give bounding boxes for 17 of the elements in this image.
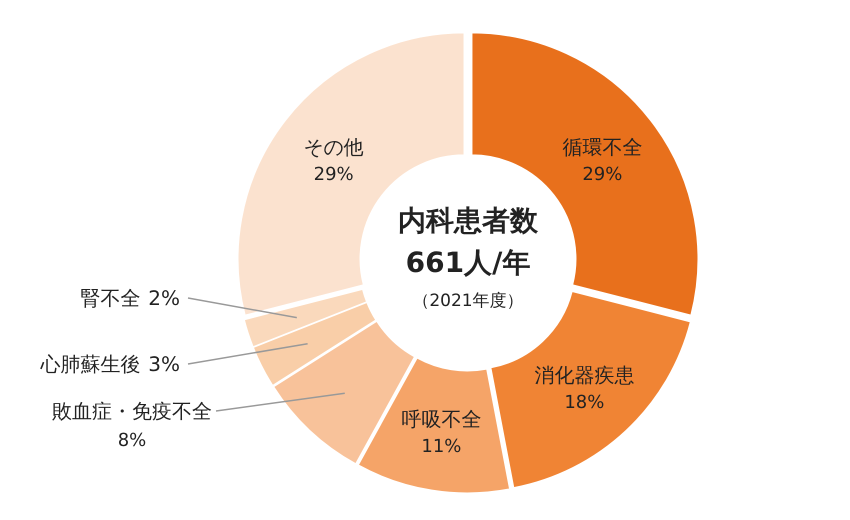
data-label: 3%	[148, 352, 180, 376]
slice-label: 消化器疾患	[534, 362, 634, 387]
text: 661人/年	[406, 246, 530, 279]
slice-label: 循環不全	[562, 134, 642, 159]
text: 内科患者数	[398, 204, 539, 237]
slice-label: その他	[304, 134, 364, 159]
text: （2021年度）	[412, 291, 524, 311]
data-label: 11%	[421, 436, 462, 457]
slice-label: 敗血症・免疫不全	[52, 399, 212, 423]
slice-label: 腎不全	[80, 286, 140, 310]
slice-label: 心肺蘇生後	[39, 352, 140, 376]
slice-label: 呼吸不全	[401, 406, 482, 431]
data-label: 29%	[582, 164, 622, 185]
data-label: 8%	[118, 430, 146, 451]
data-label: 2%	[148, 286, 180, 310]
data-label: 29%	[314, 164, 354, 185]
data-label: 18%	[564, 392, 604, 413]
